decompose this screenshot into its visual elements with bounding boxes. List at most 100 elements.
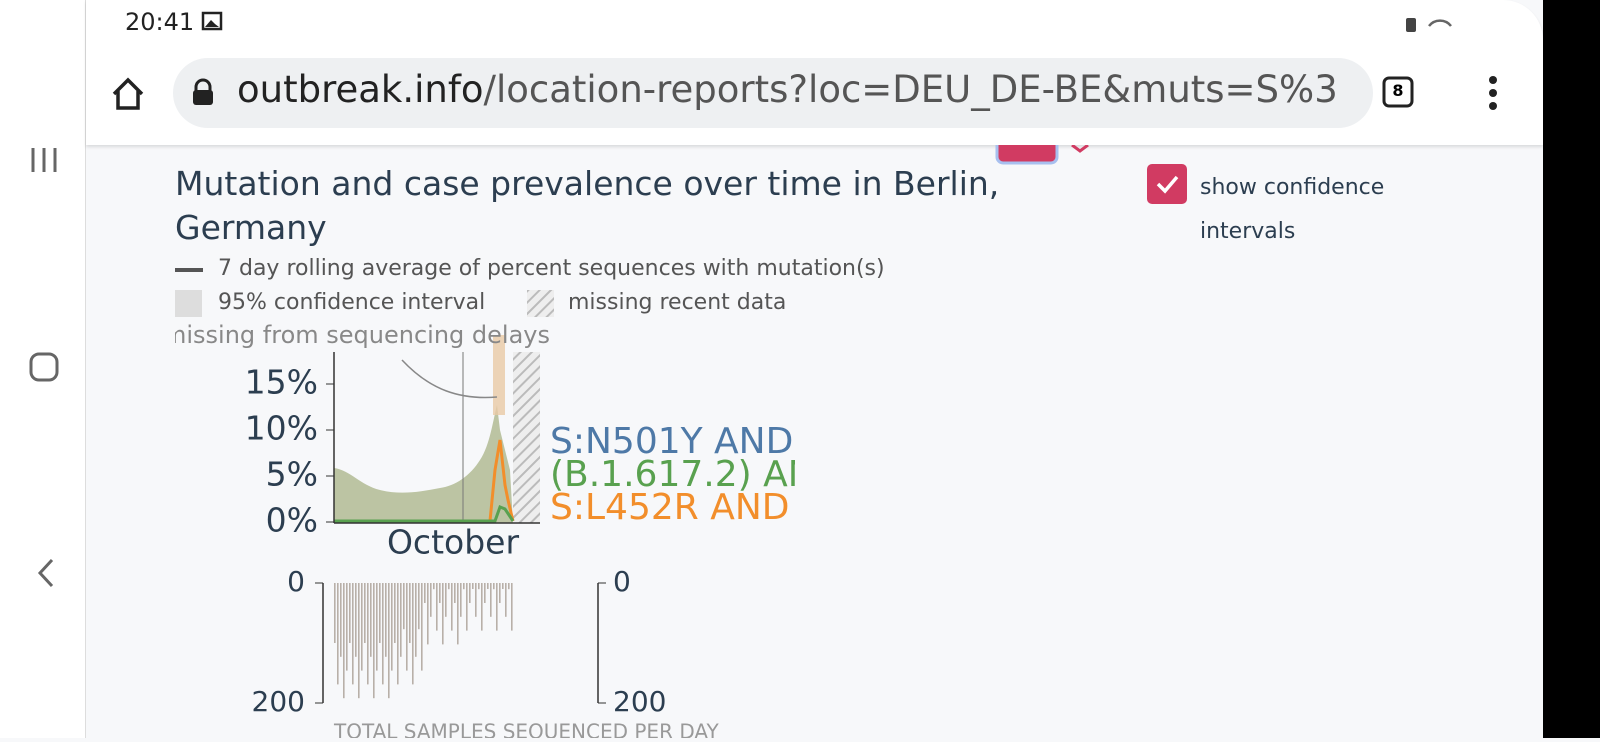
sample-bar (502, 583, 504, 589)
check-mark (1156, 175, 1179, 194)
sample-bar (496, 583, 498, 631)
legend-missing-swatch (527, 290, 554, 317)
annotation: missing from sequencing delays (163, 321, 550, 349)
lock-icon (193, 78, 213, 105)
sample-bar (334, 583, 336, 643)
url-text: outbreak.info/location-reports?loc=DEU_D… (237, 68, 1357, 111)
sample-bar (397, 583, 399, 685)
legend-ci: 95% confidence interval (218, 290, 486, 315)
chart-title: Mutation and case prevalence over time i… (175, 164, 1000, 247)
x-tick-label: October (387, 523, 519, 562)
sample-bar (343, 583, 345, 699)
nav-strip (0, 0, 86, 738)
sample-bar (373, 583, 375, 699)
url-host: outbreak.info (237, 68, 484, 111)
sample-bar (508, 583, 510, 590)
sample-bar (424, 583, 426, 603)
sample-bar (490, 583, 492, 617)
sample-bar (346, 583, 348, 671)
sample-bar (361, 583, 363, 671)
ci-peak (493, 335, 505, 415)
samples-tick-label: 0 (613, 565, 631, 598)
sample-bar (364, 583, 366, 643)
samples-axis-title: TOTAL SAMPLES SEQUENCED PER DAY (333, 720, 720, 739)
series-line (334, 505, 515, 523)
y-tick-label: 10% (245, 409, 318, 448)
sample-bar (460, 583, 462, 617)
prevalence-chart: missing from sequencing delays 15% 10% 5% 0%… (163, 321, 842, 739)
partial-buttons (995, 145, 1089, 165)
sample-bar (475, 583, 477, 617)
sample-bar (358, 583, 360, 699)
legend-missing: missing recent data (568, 290, 787, 315)
menu-button[interactable] (1489, 76, 1497, 110)
samples-tick-label: 200 (613, 685, 666, 718)
sample-bar (394, 583, 396, 643)
checkbox-label: show confidence intervals (1200, 175, 1385, 244)
sample-bar (349, 583, 351, 643)
tab-switcher[interactable] (1382, 76, 1414, 108)
sample-bar (439, 583, 441, 603)
sample-bar (445, 583, 447, 617)
sample-bar (472, 583, 474, 589)
sample-bar (463, 583, 465, 590)
series-label: S:L452R AND (550, 487, 789, 528)
tab-count: 8 (1392, 81, 1404, 100)
sample-bar (379, 583, 381, 643)
sample-bar (406, 583, 408, 671)
nav-icons (29, 148, 59, 588)
sample-bar (418, 583, 420, 630)
sample-bar (382, 583, 384, 685)
y-tick-label: 15% (245, 363, 318, 402)
sample-bar (412, 583, 414, 685)
sample-bar (499, 583, 501, 603)
sample-bar (370, 583, 372, 657)
y-tick-label: 0% (266, 501, 318, 540)
home-button[interactable] (112, 77, 144, 110)
sample-bar (457, 583, 459, 645)
sample-bar (421, 583, 423, 671)
sample-bar (451, 583, 453, 631)
samples-tick-label: 200 (252, 685, 305, 718)
sample-bar (409, 583, 411, 643)
device-frame (1543, 0, 1600, 738)
sample-bar (403, 583, 405, 630)
legend-line-swatch (175, 268, 203, 272)
sample-bar (436, 583, 438, 631)
sample-bar (337, 583, 339, 685)
sample-bar (415, 583, 417, 657)
sample-bar (376, 583, 378, 671)
legend-ci-swatch (175, 290, 202, 317)
sample-bar (433, 583, 435, 590)
sample-bar (448, 583, 450, 590)
sample-bar (388, 583, 390, 699)
sample-bar (493, 583, 495, 590)
sample-bar (367, 583, 369, 685)
status-time: 20:41 (125, 8, 195, 36)
sample-bar (469, 583, 471, 603)
sample-bar (427, 583, 429, 645)
sample-bar (355, 583, 357, 657)
sample-bar (487, 583, 489, 589)
sample-bar (484, 583, 486, 603)
sample-bar (454, 583, 456, 603)
sample-bar (400, 583, 402, 657)
ci-checkbox[interactable] (1147, 164, 1187, 204)
sample-bar (430, 583, 432, 617)
sample-bar (466, 583, 468, 631)
sample-bar (391, 583, 393, 671)
url-bar[interactable]: outbreak.info/location-reports?loc=DEU_D… (173, 58, 1373, 128)
chrome-icons (112, 11, 1497, 110)
missing-data-region (513, 352, 540, 523)
y-tick-label: 5% (266, 455, 318, 494)
series-label: (B.1.617.2) AND (550, 454, 842, 495)
annotation-arrow (401, 359, 498, 399)
series-label: S:N501Y AND (550, 421, 793, 462)
sample-bar (511, 583, 513, 631)
sample-bar (352, 583, 354, 685)
sample-bar (385, 583, 387, 657)
sample-bar (340, 583, 342, 657)
sample-bar (481, 583, 483, 631)
legend-line: 7 day rolling average of percent sequenc… (218, 256, 885, 281)
